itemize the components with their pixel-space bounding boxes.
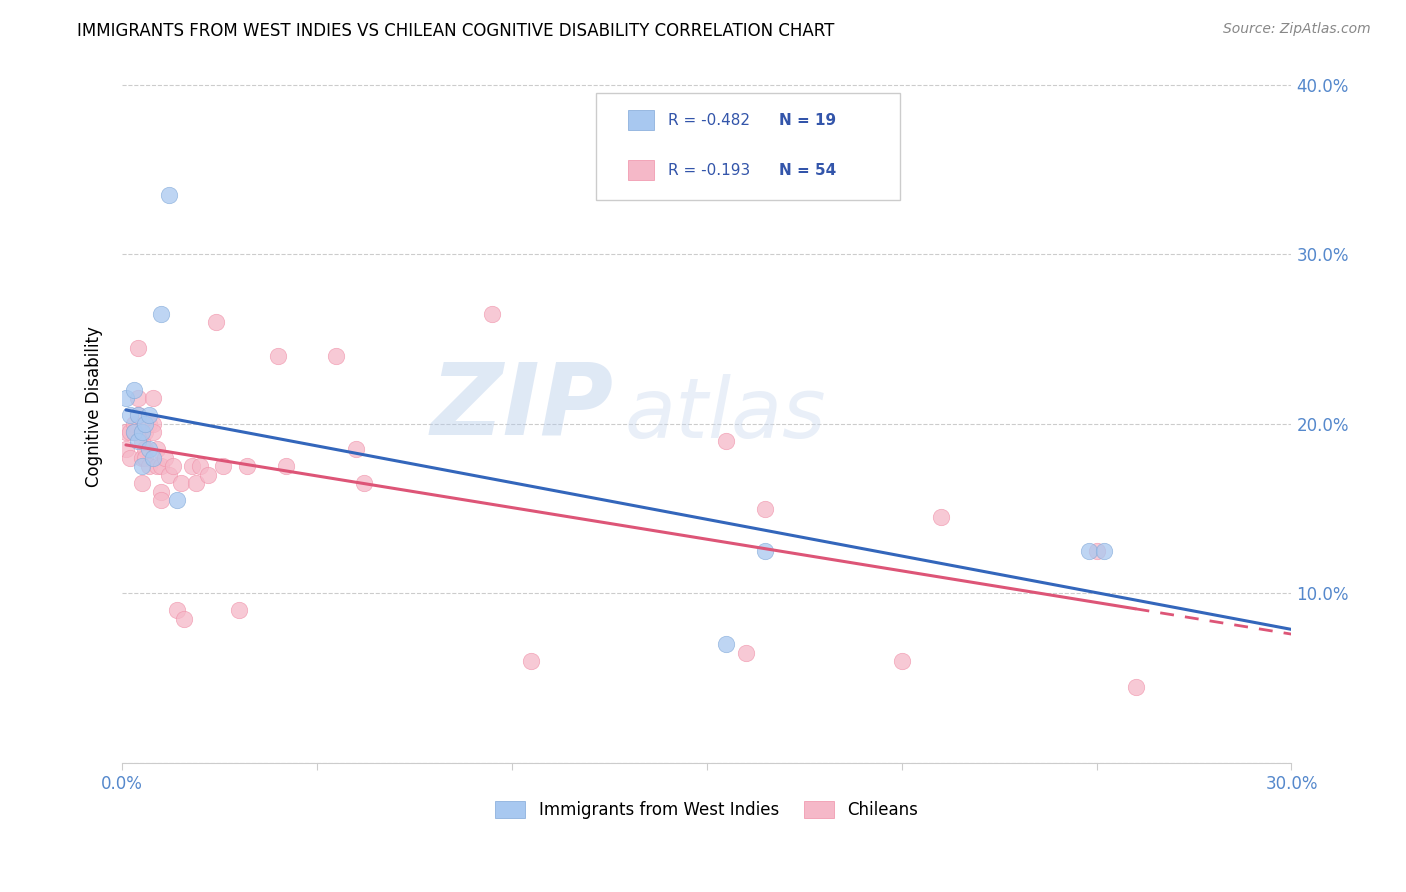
Text: R = -0.193: R = -0.193 xyxy=(668,162,751,178)
Point xyxy=(131,425,153,440)
Point xyxy=(890,654,912,668)
Point xyxy=(122,383,145,397)
Point xyxy=(181,459,204,474)
Point xyxy=(131,459,153,474)
Point xyxy=(212,459,235,474)
Point xyxy=(127,434,149,448)
Point xyxy=(142,425,165,440)
Point xyxy=(118,409,141,423)
Point xyxy=(142,392,165,406)
Point xyxy=(134,450,156,465)
Point xyxy=(1092,544,1115,558)
Point xyxy=(734,646,756,660)
Point xyxy=(131,450,153,465)
Point xyxy=(115,442,138,457)
Point xyxy=(134,417,156,431)
Point xyxy=(138,459,160,474)
Point xyxy=(197,467,219,482)
Point xyxy=(716,637,738,651)
Point xyxy=(228,603,250,617)
Y-axis label: Cognitive Disability: Cognitive Disability xyxy=(86,326,103,487)
Point xyxy=(134,442,156,457)
Point xyxy=(204,315,226,329)
Point xyxy=(122,425,145,440)
Point xyxy=(153,450,176,465)
Point xyxy=(127,341,149,355)
FancyBboxPatch shape xyxy=(596,94,900,201)
Point xyxy=(184,476,207,491)
Point xyxy=(131,476,153,491)
Point xyxy=(481,307,503,321)
Point xyxy=(122,425,145,440)
Point xyxy=(138,442,160,457)
Point xyxy=(134,425,156,440)
Point xyxy=(716,434,738,448)
Point xyxy=(157,187,180,202)
Point xyxy=(122,417,145,431)
Text: IMMIGRANTS FROM WEST INDIES VS CHILEAN COGNITIVE DISABILITY CORRELATION CHART: IMMIGRANTS FROM WEST INDIES VS CHILEAN C… xyxy=(77,22,835,40)
Point xyxy=(146,442,169,457)
Point xyxy=(127,409,149,423)
Point xyxy=(325,349,347,363)
Point xyxy=(754,501,776,516)
Point xyxy=(150,484,173,499)
Point xyxy=(118,450,141,465)
Point xyxy=(1077,544,1099,558)
Point xyxy=(157,467,180,482)
Point xyxy=(162,459,184,474)
Point xyxy=(115,425,138,440)
FancyBboxPatch shape xyxy=(628,160,654,180)
Point xyxy=(169,476,191,491)
Point xyxy=(166,493,188,508)
Text: atlas: atlas xyxy=(624,374,827,455)
Point xyxy=(1125,680,1147,694)
Point xyxy=(131,425,153,440)
Point xyxy=(138,417,160,431)
Point xyxy=(274,459,297,474)
Point xyxy=(127,409,149,423)
Point xyxy=(1085,544,1108,558)
Legend: Immigrants from West Indies, Chileans: Immigrants from West Indies, Chileans xyxy=(489,795,925,826)
Point xyxy=(166,603,188,617)
Point xyxy=(127,392,149,406)
Text: ZIP: ZIP xyxy=(430,359,613,456)
Point xyxy=(150,493,173,508)
Text: N = 54: N = 54 xyxy=(779,162,837,178)
Point xyxy=(236,459,259,474)
Point xyxy=(173,612,195,626)
Point xyxy=(929,510,952,524)
Point xyxy=(150,459,173,474)
Point xyxy=(131,434,153,448)
Point xyxy=(138,409,160,423)
Point xyxy=(344,442,367,457)
Point xyxy=(267,349,290,363)
Point xyxy=(142,450,165,465)
Point xyxy=(118,425,141,440)
Point xyxy=(188,459,211,474)
Point xyxy=(520,654,543,668)
Text: N = 19: N = 19 xyxy=(779,112,837,128)
FancyBboxPatch shape xyxy=(628,110,654,130)
Point xyxy=(754,544,776,558)
Point xyxy=(115,392,138,406)
Text: R = -0.482: R = -0.482 xyxy=(668,112,751,128)
Point xyxy=(142,417,165,431)
Point xyxy=(150,307,173,321)
Text: Source: ZipAtlas.com: Source: ZipAtlas.com xyxy=(1223,22,1371,37)
Point xyxy=(146,459,169,474)
Point xyxy=(353,476,375,491)
